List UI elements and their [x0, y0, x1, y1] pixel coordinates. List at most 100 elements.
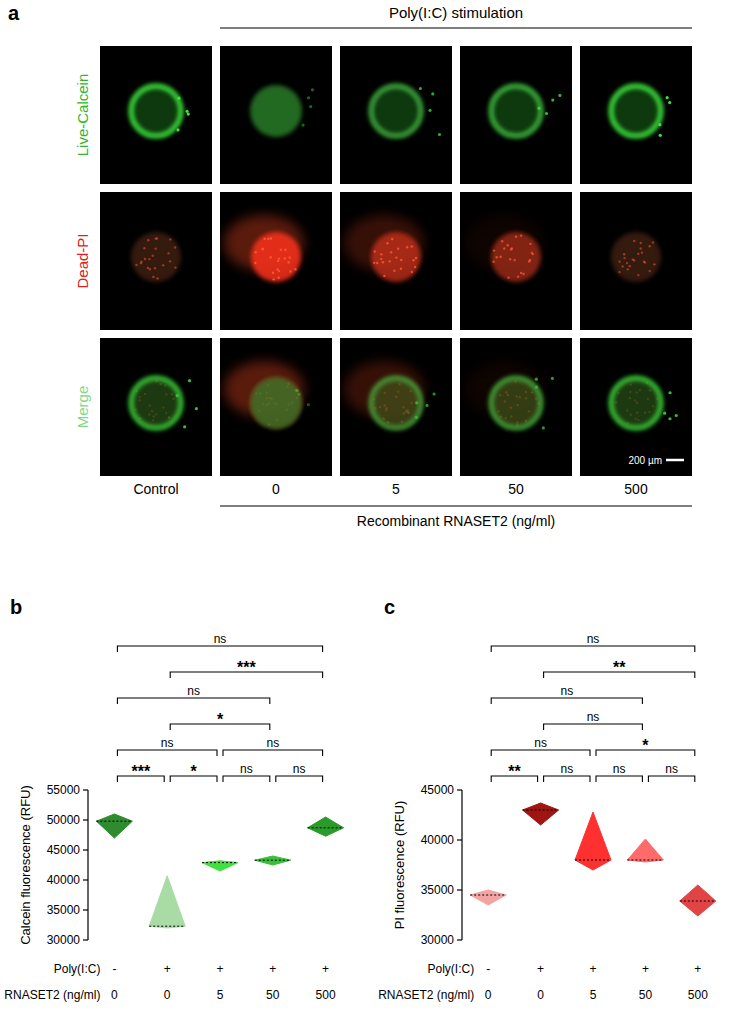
comparison-bracket [648, 776, 694, 782]
pi-dot [653, 263, 655, 265]
pi-dot [492, 261, 494, 263]
violin [96, 814, 132, 838]
pi-dot [152, 276, 154, 278]
x-row-value: + [694, 962, 701, 976]
y-axis [461, 790, 462, 940]
pi-dot [515, 235, 517, 237]
calcein-dot [659, 134, 662, 137]
y-tick-label: 50000 [47, 813, 81, 827]
panel-letter: b [10, 596, 22, 618]
calcein-dot [177, 97, 180, 100]
comparison-bracket [491, 646, 695, 652]
calcein-dot [438, 133, 441, 136]
micrograph [220, 192, 332, 330]
micrograph-ground [460, 338, 572, 476]
pi-dot [140, 260, 142, 262]
calcein-dot [415, 401, 418, 404]
pi-dot [154, 237, 156, 239]
x-row-value: 5 [590, 988, 597, 1002]
y-tick [83, 819, 88, 820]
calcein-dot [668, 101, 671, 104]
pi-dot [400, 259, 402, 261]
micrograph-ground [580, 192, 692, 330]
pi-dot [627, 268, 629, 270]
x-row-label: Poly(I:C) [54, 962, 101, 976]
y-tick [457, 789, 462, 790]
y-tick [83, 879, 88, 880]
calcein-dot [425, 404, 428, 407]
marks [470, 803, 716, 916]
merge-green [250, 377, 310, 429]
calcein-core [372, 379, 420, 427]
marks [96, 814, 343, 928]
pi-dot [270, 237, 272, 239]
pi-dot [382, 261, 384, 263]
calcein-signal [250, 85, 302, 137]
pi-dot [626, 262, 628, 264]
calcein-dot [668, 417, 671, 420]
median-line [627, 860, 663, 861]
calcein-ring [131, 86, 181, 136]
pi-dot [493, 249, 495, 251]
pi-signal [611, 232, 661, 282]
comparison-bracket [276, 776, 323, 782]
pi-dot [501, 240, 503, 242]
pi-signal [611, 378, 661, 428]
comparison-bracket [117, 646, 322, 652]
pi-dot [400, 267, 402, 269]
calcein-dot [551, 98, 554, 101]
pi-dot [156, 277, 158, 279]
calcein-dot [551, 377, 554, 380]
scale-bar-label: 200 µm [628, 455, 662, 466]
x-row-value: 0 [537, 988, 544, 1002]
micrograph [580, 338, 692, 476]
micrograph [100, 338, 212, 476]
calcein-dot [666, 96, 669, 99]
pi-dot [393, 270, 395, 272]
calcein-dot [188, 379, 191, 382]
x-row-value: 50 [639, 988, 653, 1002]
significance-label: *** [237, 659, 256, 676]
micrograph [460, 192, 572, 330]
violin [470, 890, 506, 905]
median-line [575, 860, 611, 861]
pi-dot [507, 244, 509, 246]
pi-dot [517, 275, 519, 277]
significance-label: ** [613, 659, 626, 676]
pi-dot [496, 256, 498, 258]
pi-signal [251, 378, 301, 428]
calcein-core [372, 87, 420, 135]
pi-dot [648, 270, 650, 272]
calcein-dot [183, 425, 186, 428]
pi-dot [284, 257, 286, 259]
micrograph-ground [460, 192, 572, 330]
y-axis-title: Calcein fluorescence (RFU) [18, 785, 33, 945]
header-rule [220, 27, 692, 28]
x-row-value: 50 [266, 988, 280, 1002]
pi-signal [491, 232, 541, 282]
pi-dot [278, 257, 280, 259]
calcein-dot [537, 107, 540, 110]
calcein-dot [311, 88, 314, 91]
calcein-dot [675, 414, 678, 417]
scale-bar [666, 459, 684, 462]
column-label: 0 [272, 481, 280, 497]
calcein-dot [668, 391, 671, 394]
pi-dot [623, 253, 625, 255]
pi-dot [652, 241, 654, 243]
pi-dot [262, 248, 264, 250]
pi-dot [162, 264, 164, 266]
pi-dot [503, 247, 505, 249]
pi-dot [406, 246, 408, 248]
x-row-label: RNASET2 (ng/ml) [378, 988, 474, 1002]
pi-dot [531, 252, 533, 254]
calcein-ring [611, 86, 661, 136]
merge-green [371, 378, 436, 428]
calcein-dot [297, 393, 300, 396]
header: Poly(I:C) stimulation [389, 4, 523, 21]
pi-dot [390, 251, 392, 253]
significance-label: ns [560, 762, 573, 776]
pi-dot [644, 261, 646, 263]
pi-dot [395, 256, 397, 258]
micrograph-ground [100, 46, 212, 184]
